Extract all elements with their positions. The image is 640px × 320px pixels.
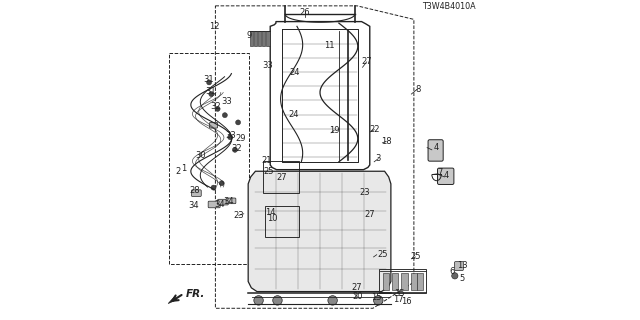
Text: 33: 33	[262, 61, 273, 70]
Text: 5: 5	[459, 274, 465, 283]
Text: 28: 28	[189, 186, 200, 195]
Circle shape	[222, 113, 227, 118]
Text: 10: 10	[268, 214, 278, 223]
Bar	[262, 31, 266, 46]
Text: 2: 2	[175, 167, 180, 176]
Text: 12: 12	[209, 22, 220, 31]
Circle shape	[207, 80, 212, 85]
Circle shape	[374, 296, 383, 305]
Text: FR.: FR.	[186, 289, 205, 299]
Text: 25: 25	[377, 250, 388, 259]
Bar	[254, 31, 257, 46]
Text: 27: 27	[352, 283, 362, 292]
Bar	[250, 31, 253, 46]
FancyBboxPatch shape	[428, 140, 443, 161]
Text: 1: 1	[181, 164, 186, 172]
Polygon shape	[168, 297, 177, 304]
Polygon shape	[248, 171, 391, 292]
Text: 4: 4	[444, 172, 449, 180]
Text: 13: 13	[457, 260, 468, 270]
Text: 27: 27	[364, 210, 375, 219]
Text: 29: 29	[236, 134, 246, 143]
Circle shape	[452, 273, 458, 279]
Bar	[411, 273, 417, 290]
Bar	[259, 31, 261, 46]
Text: 14: 14	[266, 208, 276, 217]
Circle shape	[209, 92, 214, 97]
Bar	[262, 161, 299, 193]
FancyBboxPatch shape	[226, 198, 236, 204]
Text: 24: 24	[289, 68, 300, 77]
Text: 25: 25	[410, 252, 420, 261]
Circle shape	[211, 185, 216, 190]
Circle shape	[328, 296, 337, 305]
Text: 34: 34	[214, 200, 225, 209]
Text: 15: 15	[371, 293, 382, 302]
Bar	[383, 273, 389, 290]
Bar	[380, 269, 426, 292]
Text: 19: 19	[329, 126, 339, 135]
Text: 30: 30	[195, 151, 205, 160]
Text: 9: 9	[246, 31, 252, 40]
Bar	[266, 31, 269, 46]
Bar	[392, 273, 398, 290]
FancyBboxPatch shape	[218, 199, 228, 205]
FancyBboxPatch shape	[454, 262, 463, 270]
FancyBboxPatch shape	[208, 201, 220, 208]
Text: 35: 35	[394, 289, 404, 298]
Text: 31: 31	[205, 87, 216, 96]
Circle shape	[232, 147, 237, 152]
Text: 11: 11	[324, 41, 335, 50]
Text: 4: 4	[434, 143, 439, 152]
Bar	[265, 206, 299, 237]
Text: 18: 18	[381, 137, 392, 146]
Text: 23: 23	[360, 188, 370, 197]
Text: 25: 25	[264, 167, 274, 176]
Circle shape	[194, 190, 199, 195]
FancyBboxPatch shape	[209, 123, 218, 128]
Text: 32: 32	[231, 144, 242, 153]
Circle shape	[228, 135, 233, 140]
Text: 33: 33	[221, 97, 232, 106]
Text: 26: 26	[300, 8, 310, 17]
Text: T3W4B4010A: T3W4B4010A	[422, 2, 476, 11]
Text: 24: 24	[288, 110, 298, 119]
Bar	[417, 273, 423, 290]
Text: 22: 22	[369, 125, 380, 134]
Circle shape	[215, 106, 220, 111]
Text: 31: 31	[204, 76, 214, 84]
Text: 6: 6	[450, 267, 455, 276]
Text: 32: 32	[210, 102, 221, 111]
Text: 7: 7	[437, 168, 442, 177]
Text: 27: 27	[277, 173, 287, 182]
Text: 21: 21	[261, 156, 272, 165]
Text: 34: 34	[189, 201, 199, 210]
Text: 34: 34	[223, 197, 234, 206]
Text: 27: 27	[362, 57, 372, 67]
Text: 23: 23	[234, 211, 244, 220]
Circle shape	[236, 120, 241, 125]
Text: 16: 16	[401, 298, 412, 307]
Circle shape	[219, 181, 224, 186]
Text: 8: 8	[415, 85, 420, 94]
Circle shape	[273, 296, 282, 305]
FancyBboxPatch shape	[191, 190, 201, 196]
Text: 3: 3	[376, 154, 381, 163]
Text: 33: 33	[226, 132, 237, 140]
Circle shape	[254, 296, 263, 305]
Bar	[401, 273, 408, 290]
Text: 17: 17	[393, 295, 403, 304]
FancyBboxPatch shape	[438, 168, 454, 184]
Text: 20: 20	[352, 292, 362, 301]
